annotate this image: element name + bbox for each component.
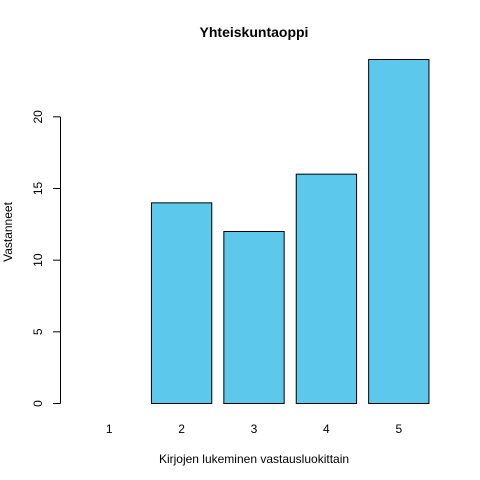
y-axis: 0 5 10 15 20 [31, 110, 61, 407]
bars [150, 59, 430, 404]
x-tick-label: 3 [251, 422, 258, 436]
bar-4 [295, 173, 358, 404]
x-axis-label: Kirjojen lukeminen vastausluokittain [159, 452, 349, 466]
y-axis-label: Vastanneet [1, 201, 15, 261]
bar-5 [368, 59, 430, 404]
y-tick-label: 10 [31, 253, 45, 267]
y-tick-label: 0 [31, 400, 45, 407]
bar-3 [223, 231, 285, 404]
chart-title: Yhteiskuntaoppi [200, 24, 309, 40]
x-tick-label: 2 [178, 422, 185, 436]
x-axis-ticks: 1 2 3 4 5 [106, 422, 403, 436]
x-tick-label: 4 [323, 422, 330, 436]
y-tick-label: 15 [31, 182, 45, 196]
bar-2 [150, 202, 213, 404]
x-tick-label: 1 [106, 422, 113, 436]
x-tick-label: 5 [395, 422, 402, 436]
y-tick-label: 20 [31, 110, 45, 124]
y-tick-label: 5 [31, 328, 45, 335]
